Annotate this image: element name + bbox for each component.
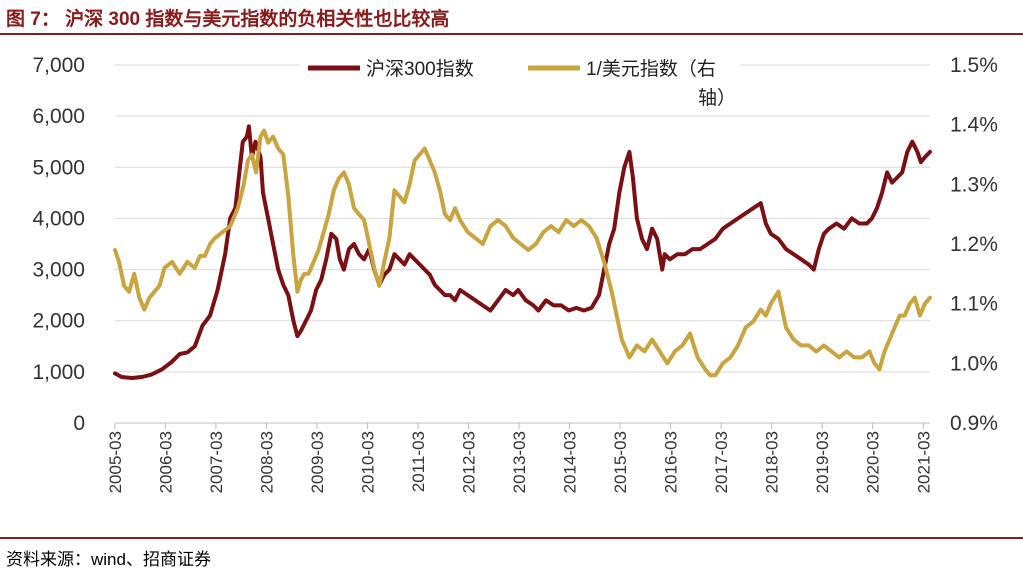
legend-label-csi300: 沪深300指数 — [366, 58, 474, 80]
x-tick-label: 2007-03 — [207, 431, 226, 493]
y-tick-label: 3,000 — [32, 259, 85, 282]
x-tick-label: 2017-03 — [712, 431, 731, 493]
legend-background — [300, 57, 740, 79]
series-line-csi300 — [113, 124, 932, 380]
x-tick-label: 2006-03 — [156, 431, 175, 493]
y-axis-left: 7,000 6,000 5,000 4,000 3,000 2,000 1,000 0 — [32, 54, 85, 435]
x-axis: 2005-03 2006-03 2007-03 2008-03 2009-03 2010-… — [106, 423, 933, 493]
x-tick-label: 2009-03 — [308, 431, 327, 493]
figure-title: 图 7： 沪深 300 指数与美元指数的负相关性也比较高 — [6, 9, 450, 30]
x-tick-label: 2019-03 — [813, 431, 832, 493]
x-tick-label: 2020-03 — [864, 431, 883, 493]
y-tick-label: 7,000 — [32, 54, 85, 77]
source-note: 资料来源：wind、招商证券 — [6, 550, 211, 569]
y2-tick-label: 1.3% — [950, 173, 998, 196]
y-tick-label: 2,000 — [32, 310, 85, 333]
series-lines — [113, 124, 932, 380]
x-tick-label: 2021-03 — [914, 431, 933, 493]
x-tick-label: 2016-03 — [662, 431, 681, 493]
legend-label-usd-inverse: 1/美元指数（右轴） — [586, 58, 736, 109]
x-tick-label: 2011-03 — [409, 431, 428, 492]
legend-label-line-1: 1/美元指数（右 — [586, 58, 716, 80]
y-tick-label: 4,000 — [32, 207, 85, 230]
x-tick-label: 2010-03 — [358, 431, 377, 493]
x-tick-label: 2018-03 — [763, 431, 782, 493]
y2-tick-label: 1.4% — [950, 114, 998, 137]
x-tick-label: 2005-03 — [106, 431, 125, 493]
y-tick-label: 1,000 — [32, 361, 85, 384]
series-line-usd-inverse — [113, 128, 932, 378]
y2-tick-label: 1.2% — [950, 233, 998, 256]
y-tick-label: 5,000 — [32, 156, 85, 179]
x-tick-label: 2013-03 — [510, 431, 529, 493]
legend-label-background — [690, 78, 750, 112]
x-tick-label: 2012-03 — [460, 431, 479, 493]
y-axis-right: 1.5% 1.4% 1.3% 1.2% 1.1% 1.0% 0.9% — [950, 54, 998, 435]
y2-tick-label: 1.1% — [950, 293, 998, 316]
chart-legend: 沪深300指数 1/美元指数（右轴） — [300, 57, 750, 112]
y2-tick-label: 0.9% — [950, 412, 998, 435]
gridlines — [115, 64, 930, 424]
source-rule — [0, 537, 1023, 539]
y-tick-label: 6,000 — [32, 105, 85, 128]
y-tick-label: 0 — [73, 412, 85, 435]
y2-tick-label: 1.5% — [950, 54, 998, 77]
y2-tick-label: 1.0% — [950, 352, 998, 375]
title-rule — [0, 33, 1023, 35]
x-tick-label: 2014-03 — [561, 431, 580, 493]
x-tick-label: 2015-03 — [611, 431, 630, 493]
legend-label-line-2: 轴） — [698, 87, 736, 109]
x-tick-label: 2008-03 — [257, 431, 276, 493]
